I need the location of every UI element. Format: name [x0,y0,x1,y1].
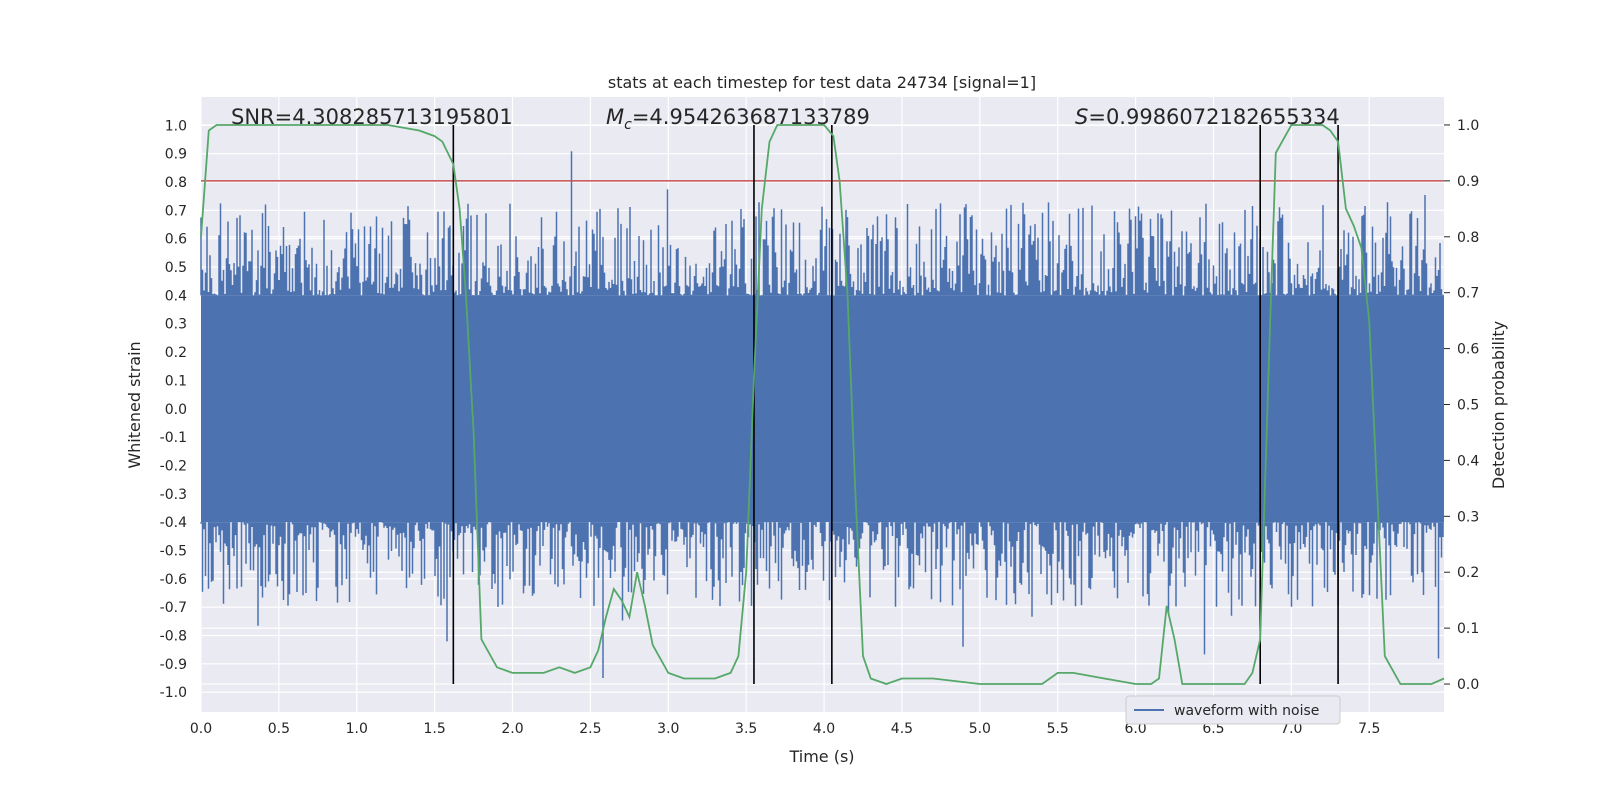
chirp-mass-symbol: M [606,105,624,129]
y-left-tick-label: 0.5 [165,260,187,276]
x-tick-label: 5.0 [969,721,991,737]
chirp-mass-annotation: Mc=4.954263687133789 [606,105,870,133]
legend: waveform with noise [1125,695,1341,725]
x-tick-label: 4.0 [813,721,835,737]
x-tick-label: 4.5 [891,721,913,737]
x-tick-label: 1.5 [424,721,446,737]
x-tick-label: 5.5 [1047,721,1069,737]
y-left-tick-label: -0.6 [160,572,187,588]
y-right-tick-label: 0.8 [1457,230,1479,246]
chirp-mass-subscript: c [624,117,632,133]
y-right-tick-label: 0.2 [1457,565,1479,581]
y-right-tick-label: 1.0 [1457,118,1479,134]
waveform-with-noise-series [200,151,1444,678]
y-left-tick-label: -0.1 [160,430,187,446]
y-right-tick-label: 0.3 [1457,509,1479,525]
y-left-tick-label: 0.6 [165,232,187,248]
legend-box [1125,695,1341,725]
y-left-tick-label: -0.7 [160,600,187,616]
y-left-axis-label: Whitened strain [125,341,144,468]
y-left-tick-label: 1.0 [165,118,187,134]
y-left-tick-label: 0.3 [165,317,187,333]
detection-probability-line [200,124,1445,685]
noise-upper-spikes [200,151,1444,296]
y-right-tick-label: 0.7 [1457,286,1479,302]
x-tick-label: 3.5 [735,721,757,737]
y-left-tick-label: 0.4 [165,288,187,304]
y-right-tick-label: 0.4 [1457,453,1479,469]
y-left-tick-label: -0.3 [160,487,187,503]
detection-boundaries [452,124,1339,685]
y-right-axis-label: Detection probability [1489,321,1508,489]
x-tick-label: 1.0 [346,721,368,737]
y-left-tick-label: -1.0 [160,685,187,701]
x-tick-label: 6.0 [1124,721,1146,737]
snr-annotation: SNR=4.308285713195801 [231,105,513,129]
y-right-tick-label: 0.5 [1457,398,1479,414]
y-left-tick-label: 0.2 [165,345,187,361]
x-tick-label: 2.0 [501,721,523,737]
chart-title: stats at each timestep for test data 247… [608,73,1036,92]
y-left-tick-label: -0.4 [160,515,187,531]
y-left-tick-label: -0.9 [160,657,187,673]
y-left-tick-label: 0.0 [165,402,187,418]
x-tick-label: 0.5 [268,721,290,737]
x-tick-label: 6.5 [1202,721,1224,737]
y-right-tick-label: 0.1 [1457,621,1479,637]
y-left-tick-label: -0.8 [160,628,187,644]
y-left-tick-label: -0.5 [160,543,187,559]
y-right-axis-ticks: 1.0 0.9 0.8 0.7 0.6 0.5 0.4 0.3 0.2 0.1 0.0 [1444,118,1479,693]
chirp-mass-value: =4.954263687133789 [632,105,870,129]
y-right-tick-label: 0.0 [1457,677,1479,693]
x-tick-label: 0.0 [190,721,212,737]
s-symbol: S [1075,105,1088,129]
s-annotation: S=0.9986072182655334 [1075,105,1340,129]
y-left-tick-label: 0.8 [165,175,187,191]
legend-label: waveform with noise [1174,703,1319,719]
y-right-tick-label: 0.9 [1457,174,1479,190]
x-axis-label: Time (s) [788,747,854,766]
x-tick-label: 3.0 [657,721,679,737]
x-tick-label: 2.5 [579,721,601,737]
x-axis-ticks: 0.0 0.5 1.0 1.5 2.0 2.5 3.0 3.5 4.0 4.5 5.0 5.5 6.0 6… [190,721,1380,737]
y-left-tick-label: 0.1 [165,373,187,389]
y-left-tick-label: 0.7 [165,203,187,219]
y-left-tick-label: 0.9 [165,147,187,163]
y-left-tick-label: -0.2 [160,458,187,474]
noise-band [201,295,1444,523]
x-tick-label: 7.0 [1280,721,1302,737]
y-right-tick-label: 0.6 [1457,342,1479,358]
s-value: =0.9986072182655334 [1088,105,1339,129]
y-left-axis-ticks: 1.0 0.9 0.8 0.7 0.6 0.5 0.4 0.3 0.2 0.1 0.0 -0.1 -0.… [160,118,187,701]
x-tick-label: 7.5 [1358,721,1380,737]
